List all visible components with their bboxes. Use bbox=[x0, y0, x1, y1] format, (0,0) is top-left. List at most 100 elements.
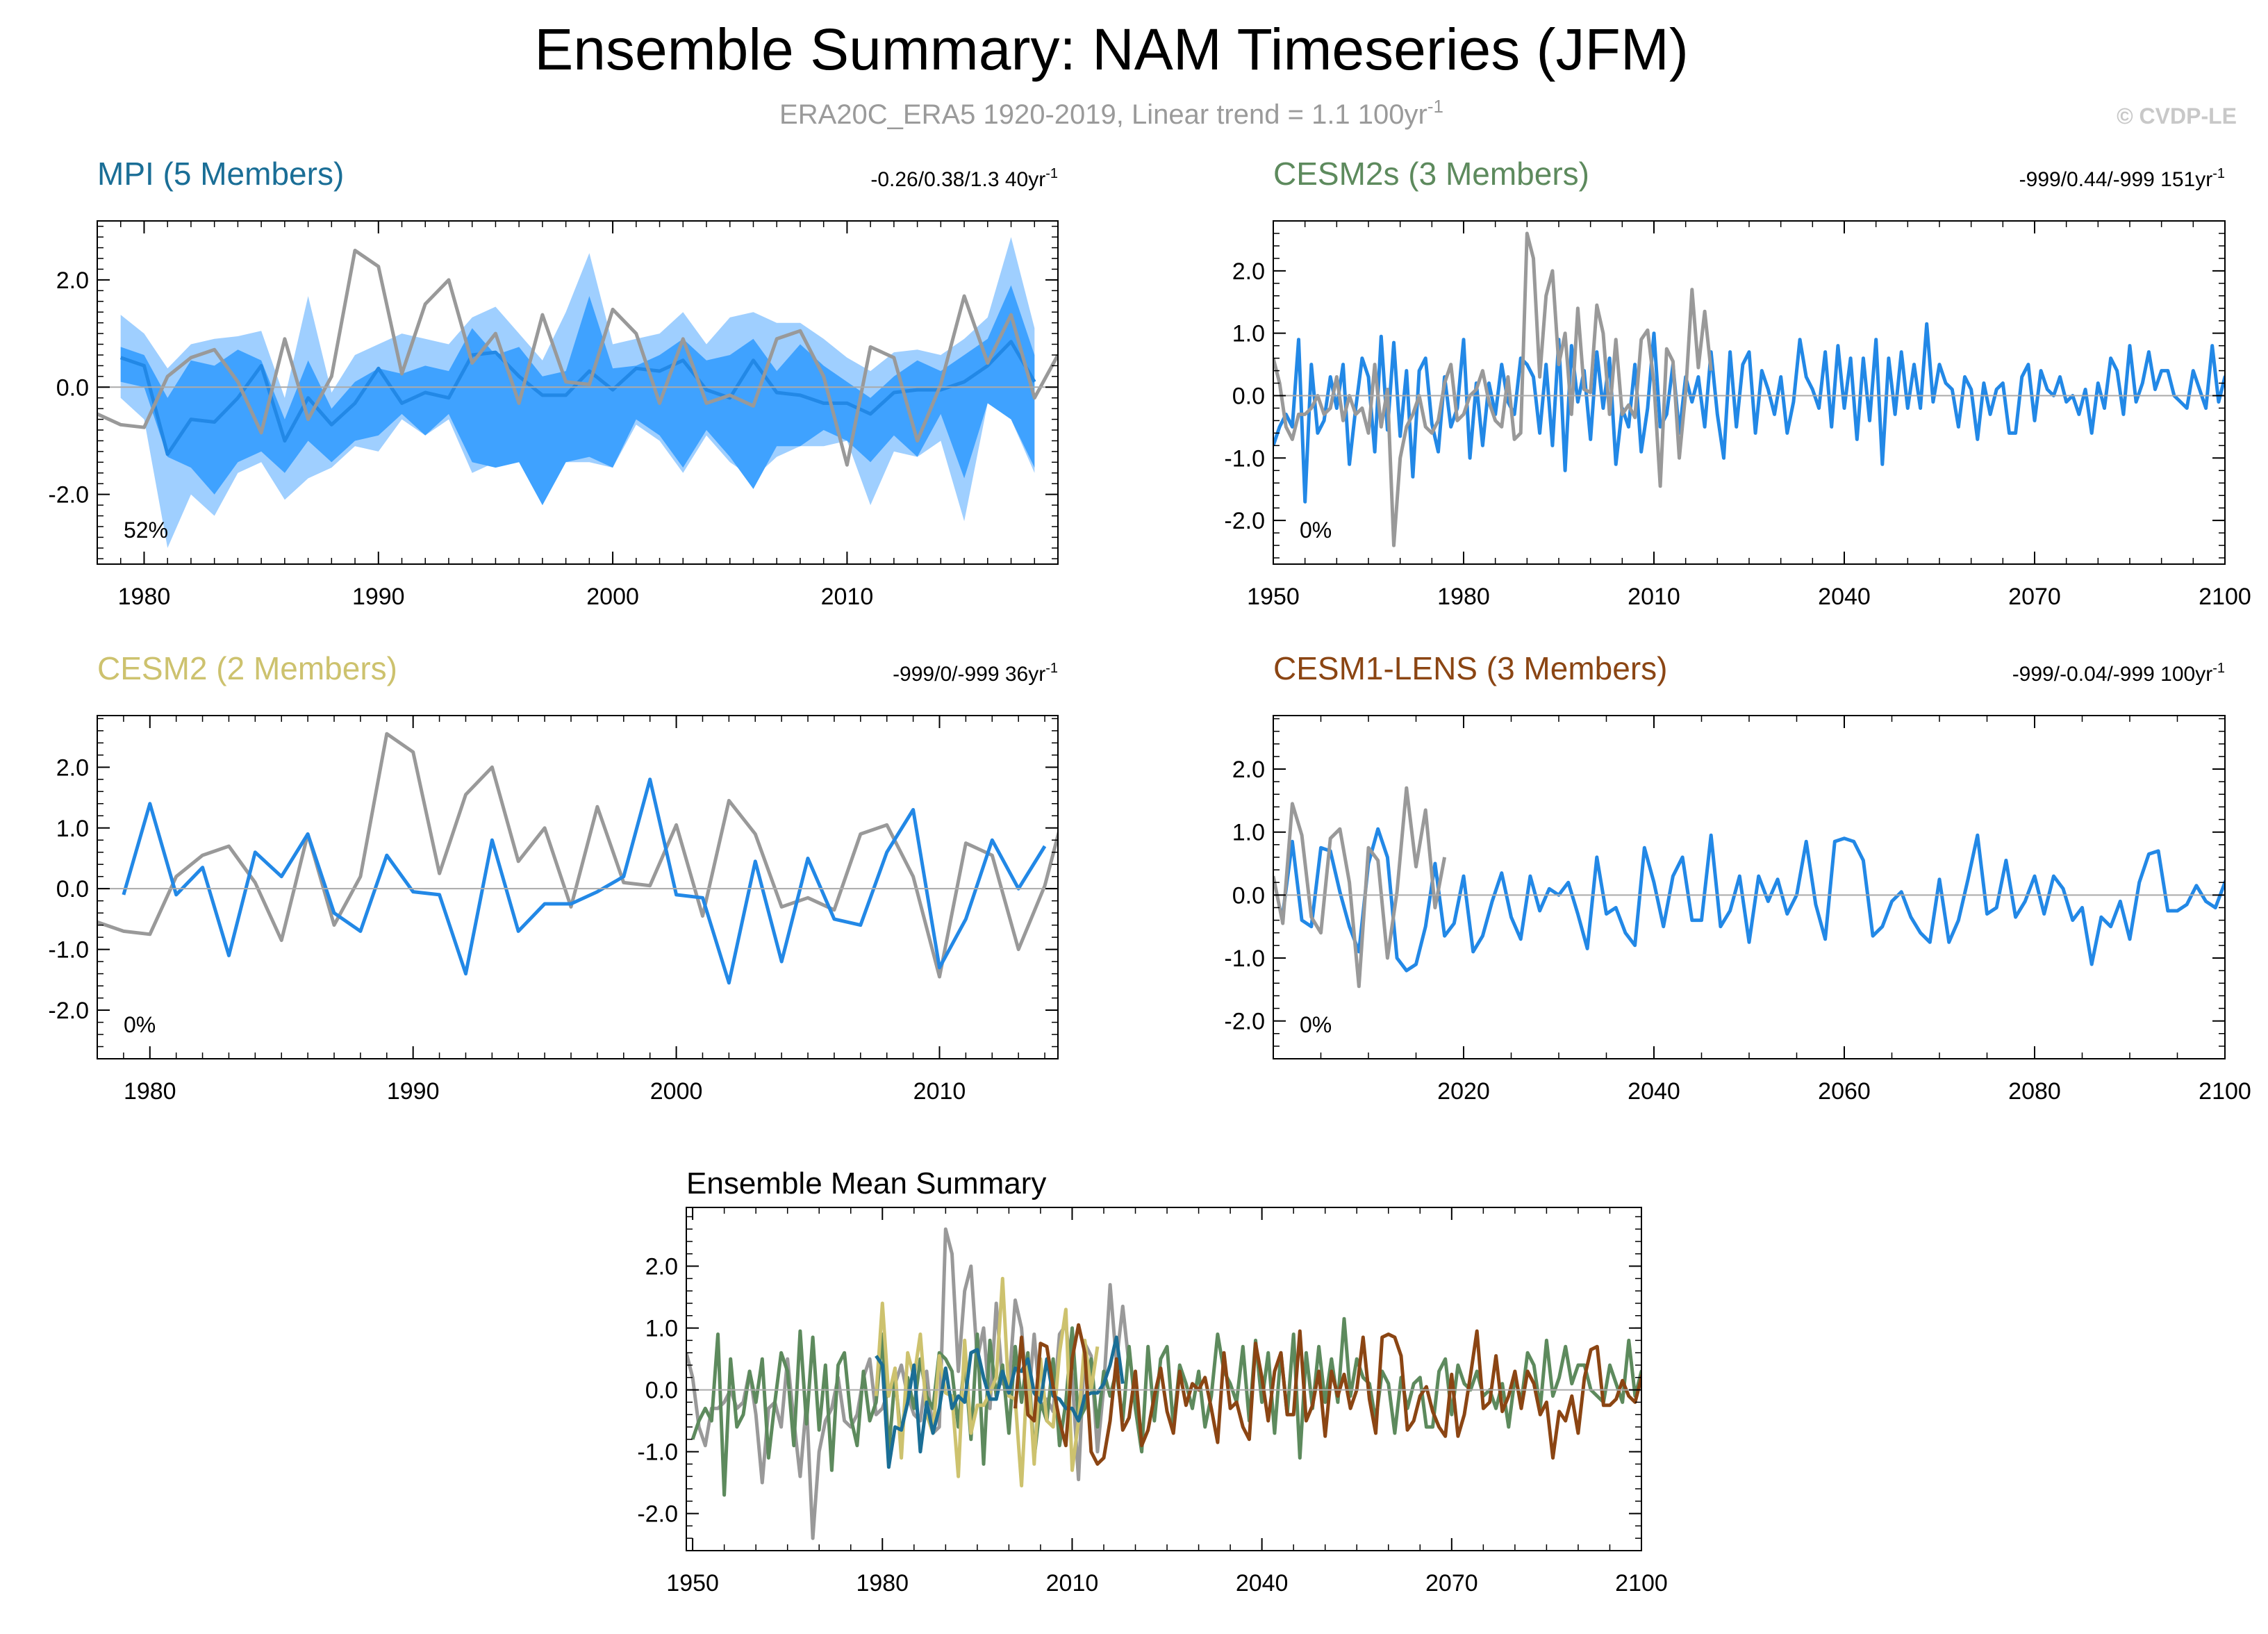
y-tick-label: 0.0 bbox=[1232, 383, 1265, 409]
panel-stats: -999/0/-999 36yr-1 bbox=[893, 661, 1058, 686]
panel-stats-value: -999/-0.04/-999 100yr bbox=[2012, 663, 2213, 686]
chart-series-area bbox=[686, 1227, 1641, 1540]
y-tick-label: -1.0 bbox=[48, 937, 89, 964]
x-tick-label: 1950 bbox=[666, 1570, 719, 1596]
x-tick-label: 2020 bbox=[1437, 1078, 1490, 1105]
panel-title: Ensemble Mean Summary bbox=[686, 1166, 1046, 1200]
chart-series-area bbox=[97, 237, 1058, 548]
x-tick-label: 1980 bbox=[856, 1570, 909, 1596]
x-tick-label: 1990 bbox=[387, 1078, 440, 1105]
y-tick-label: 2.0 bbox=[56, 267, 89, 294]
y-tick-label: 2.0 bbox=[56, 754, 89, 781]
x-tick-label: 2080 bbox=[2008, 1078, 2061, 1105]
panel-stats: -999/-0.04/-999 100yr-1 bbox=[2012, 661, 2225, 686]
x-tick-label: 2010 bbox=[1628, 584, 1680, 610]
x-tick-label: 2040 bbox=[1236, 1570, 1289, 1596]
panel-stats-superscript: -1 bbox=[1045, 661, 1058, 676]
y-tick-label: -2.0 bbox=[1224, 508, 1265, 534]
x-tick-label: 2100 bbox=[1615, 1570, 1668, 1596]
plot-frame bbox=[97, 715, 1059, 1059]
chart-mpi: 1980 1990 2000 2010 2.0 0.0 -2.0 MPI (5 Members… bbox=[48, 156, 1059, 610]
panel-stats-value: -999/0/-999 36yr bbox=[893, 663, 1045, 686]
percent-label: 52% bbox=[124, 518, 168, 543]
y-tick-label: 2.0 bbox=[1232, 757, 1265, 783]
chart-cesm2: 1980 1990 2000 2010 2.0 1.0 0.0 -1.0 -2.0 CESM2 (… bbox=[48, 650, 1059, 1105]
chart-cesm2s: 1950 1980 2010 2040 2070 2100 2.0 1.0 0.0 -1.0 -2.… bbox=[1224, 156, 2251, 610]
y-tick-label: 0.0 bbox=[645, 1378, 678, 1404]
x-tick-label: 1990 bbox=[352, 584, 405, 610]
spread-inner-band bbox=[120, 285, 1035, 506]
series-line-cesm1-lens bbox=[1013, 1323, 1641, 1466]
x-tick-label: 2000 bbox=[650, 1078, 703, 1105]
plot-frame bbox=[686, 1207, 1642, 1551]
percent-label: 0% bbox=[124, 1012, 156, 1037]
plot-frame bbox=[1273, 715, 2226, 1059]
y-tick-label: 2.0 bbox=[645, 1254, 678, 1280]
panel-title: CESM1-LENS (3 Members) bbox=[1273, 650, 1667, 686]
figure-subtitle: ERA20C_ERA5 1920-2019, Linear trend = 1.… bbox=[779, 96, 1443, 130]
member-line bbox=[1273, 322, 2225, 504]
x-tick-label: 2060 bbox=[1818, 1078, 1871, 1105]
observation-line bbox=[1273, 786, 1447, 989]
x-tick-label: 2010 bbox=[913, 1078, 966, 1105]
figure-title: Ensemble Summary: NAM Timeseries (JFM) bbox=[534, 17, 1689, 82]
x-tick-label: 2010 bbox=[1046, 1570, 1099, 1596]
x-tick-label: 2040 bbox=[1628, 1078, 1680, 1105]
y-tick-label: -1.0 bbox=[1224, 946, 1265, 972]
panel-stats-superscript: -1 bbox=[1045, 166, 1058, 181]
y-tick-label: 0.0 bbox=[1232, 882, 1265, 909]
observation-line bbox=[97, 732, 1058, 979]
y-tick-label: 1.0 bbox=[1232, 820, 1265, 846]
y-tick-label: 0.0 bbox=[56, 374, 89, 401]
panel-stats-superscript: -1 bbox=[2212, 661, 2225, 676]
chart-cesm1lens: 2020 2040 2060 2080 2100 2.0 1.0 0.0 -1.0 -2.0 CES… bbox=[1224, 650, 2251, 1105]
plot-frame bbox=[1273, 220, 2226, 565]
observation-line bbox=[1273, 231, 1713, 547]
chart-series-area bbox=[1273, 786, 2225, 989]
panel-title: CESM2s (3 Members) bbox=[1273, 156, 1589, 192]
panel-title: CESM2 (2 Members) bbox=[97, 650, 397, 686]
panel-stats-value: -999/0.44/-999 151yr bbox=[2019, 168, 2213, 191]
credit-label: © CVDP-LE bbox=[2117, 104, 2237, 129]
percent-label: 0% bbox=[1300, 518, 1332, 543]
x-tick-label: 1950 bbox=[1247, 584, 1300, 610]
plot-frame bbox=[97, 220, 1059, 565]
x-tick-label: 2070 bbox=[1425, 1570, 1478, 1596]
panel-stats-value: -0.26/0.38/1.3 40yr bbox=[870, 168, 1045, 191]
x-tick-label: 2070 bbox=[2008, 584, 2061, 610]
y-tick-label: -2.0 bbox=[637, 1501, 678, 1528]
y-tick-label: 1.0 bbox=[56, 816, 89, 842]
series-line-mpi bbox=[875, 1335, 1125, 1469]
y-tick-label: -2.0 bbox=[48, 482, 89, 509]
panel-stats: -999/0.44/-999 151yr-1 bbox=[2019, 166, 2225, 191]
panel-stats-superscript: -1 bbox=[2212, 166, 2225, 181]
observation-line bbox=[97, 249, 1058, 467]
x-tick-label: 2100 bbox=[2199, 1078, 2251, 1105]
y-tick-label: 1.0 bbox=[645, 1316, 678, 1342]
chart-series-area bbox=[1273, 231, 2225, 547]
x-tick-label: 1980 bbox=[1437, 584, 1490, 610]
x-tick-label: 2100 bbox=[2199, 584, 2251, 610]
subtitle-superscript: -1 bbox=[1427, 96, 1443, 117]
y-tick-label: -1.0 bbox=[1224, 445, 1265, 472]
percent-label: 0% bbox=[1300, 1012, 1332, 1037]
subtitle-main: ERA20C_ERA5 1920-2019, Linear trend = 1.… bbox=[779, 99, 1427, 130]
x-tick-label: 1980 bbox=[124, 1078, 176, 1105]
y-tick-label: -2.0 bbox=[1224, 1009, 1265, 1035]
y-tick-label: 2.0 bbox=[1232, 258, 1265, 285]
x-tick-label: 1980 bbox=[118, 584, 171, 610]
y-tick-label: -2.0 bbox=[48, 998, 89, 1024]
chart-series-area bbox=[97, 732, 1058, 985]
panel-stats: -0.26/0.38/1.3 40yr-1 bbox=[870, 166, 1058, 191]
y-tick-label: 1.0 bbox=[1232, 321, 1265, 347]
chart-ensemble_mean: 1950 1980 2010 2040 2070 2100 2.0 1.0 0.0 -1.0 -2.… bbox=[637, 1166, 1668, 1596]
x-tick-label: 2000 bbox=[586, 584, 639, 610]
member-line bbox=[122, 777, 1047, 985]
panel-title: MPI (5 Members) bbox=[97, 156, 344, 192]
x-tick-label: 2040 bbox=[1818, 584, 1871, 610]
y-tick-label: -1.0 bbox=[637, 1439, 678, 1466]
y-tick-label: 0.0 bbox=[56, 876, 89, 902]
member-line bbox=[1281, 827, 2225, 973]
x-tick-label: 2010 bbox=[821, 584, 874, 610]
